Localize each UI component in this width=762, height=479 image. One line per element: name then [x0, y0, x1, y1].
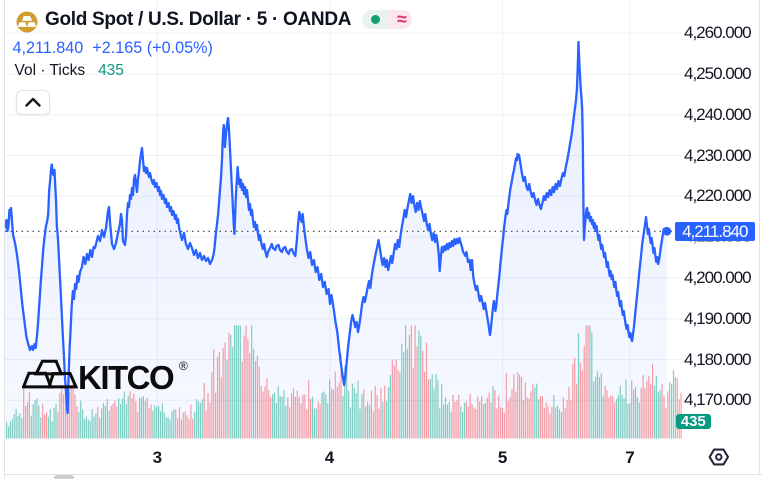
- svg-text:KITCO: KITCO: [78, 359, 174, 394]
- svg-text:®: ®: [179, 359, 188, 373]
